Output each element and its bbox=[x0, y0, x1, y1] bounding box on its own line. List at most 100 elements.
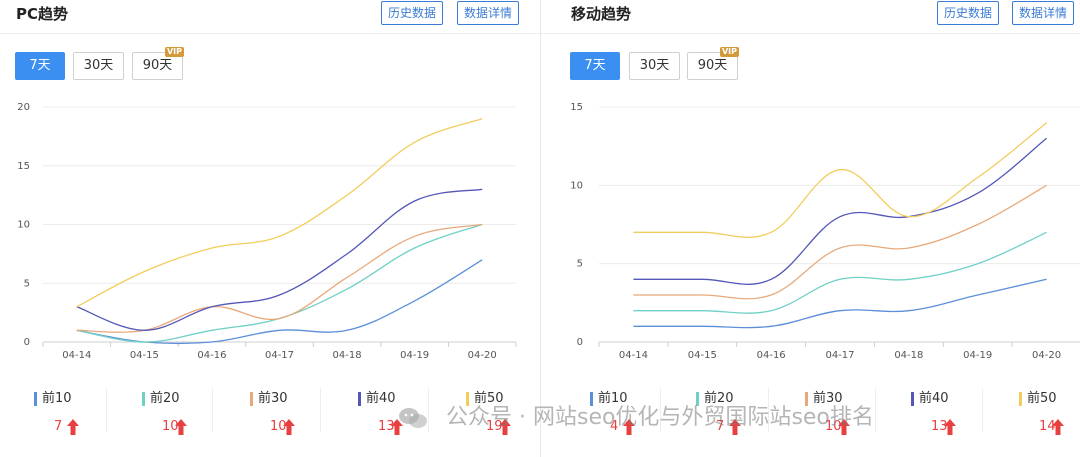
pc-panel-header: PC趋势 历史数据 数据详情 bbox=[0, 0, 540, 34]
mobile-panel-title: 移动趋势 bbox=[571, 5, 632, 23]
pc-legend-label: 前40 bbox=[366, 391, 396, 406]
mobile-range-30d-button[interactable]: 30天 bbox=[629, 52, 680, 80]
pc-x-tick-label: 04-15 bbox=[130, 350, 159, 361]
mobile-legend-swatch bbox=[911, 392, 914, 406]
mobile-legend-item[interactable]: 前20 7 bbox=[696, 390, 786, 440]
mobile-legend-label: 前50 bbox=[1027, 391, 1057, 406]
pc-y-tick-label: 0 bbox=[24, 337, 30, 348]
pc-legend-item[interactable]: 前20 10 bbox=[142, 390, 232, 440]
mobile-legend-value: 14 bbox=[1039, 419, 1056, 434]
mobile-x-tick-label: 04-17 bbox=[825, 350, 854, 361]
pc-legend-item[interactable]: 前50 19 bbox=[466, 390, 556, 440]
pc-history-button[interactable]: 历史数据 bbox=[381, 1, 444, 25]
pc-range-30d-button[interactable]: 30天 bbox=[73, 52, 124, 80]
pc-vip-badge: VIP bbox=[164, 47, 184, 57]
pc-x-tick-label: 04-16 bbox=[197, 350, 226, 361]
mobile-x-tick-label: 04-16 bbox=[757, 350, 786, 361]
mobile-x-tick-label: 04-18 bbox=[894, 350, 923, 361]
pc-legend-item[interactable]: 前30 10 bbox=[250, 390, 340, 440]
watermark-text: 公众号 · 网站seo优化与外贸国际站seo排名 bbox=[446, 405, 874, 430]
pc-detail-button[interactable]: 数据详情 bbox=[457, 1, 520, 25]
mobile-y-tick-label: 15 bbox=[570, 102, 583, 113]
up-arrow-icon bbox=[944, 419, 956, 435]
pc-legend-value: 10 bbox=[162, 419, 179, 434]
mobile-series-line-1 bbox=[633, 278, 1047, 329]
pc-legend-swatch bbox=[142, 392, 145, 406]
pc-legend-swatch bbox=[466, 392, 469, 406]
up-arrow-icon bbox=[283, 419, 295, 435]
mobile-legend-divider bbox=[982, 388, 983, 432]
mobile-legend-divider bbox=[768, 388, 769, 432]
pc-legend-value: 10 bbox=[270, 419, 287, 434]
pc-legend-label: 前20 bbox=[150, 391, 180, 406]
mobile-series-line-5 bbox=[633, 122, 1048, 238]
up-arrow-icon bbox=[67, 419, 79, 435]
up-arrow-icon bbox=[175, 419, 187, 435]
mobile-x-tick-label: 04-20 bbox=[1032, 350, 1061, 361]
pc-legend-divider bbox=[212, 388, 213, 432]
mobile-trend-panel: 移动趋势 历史数据 数据详情 7天 30天 90天 VIP 0 5 10 15 04-1… bbox=[540, 0, 1080, 457]
pc-panel-title: PC趋势 bbox=[16, 5, 69, 23]
pc-legend-label: 前10 bbox=[42, 391, 72, 406]
up-arrow-icon bbox=[1052, 419, 1064, 435]
mobile-y-tick-label: 0 bbox=[577, 337, 583, 348]
mobile-vip-badge: VIP bbox=[719, 47, 739, 57]
pc-range-90d-button[interactable]: 90天 VIP bbox=[132, 47, 184, 80]
mobile-legend-divider bbox=[660, 388, 661, 432]
mobile-legend-item[interactable]: 前30 10 bbox=[805, 390, 895, 440]
pc-legend-divider bbox=[320, 388, 321, 432]
mobile-legend-swatch bbox=[590, 392, 593, 406]
pc-legend-swatch bbox=[250, 392, 253, 406]
up-arrow-icon bbox=[729, 419, 741, 435]
pc-y-tick-label: 15 bbox=[17, 161, 30, 172]
mobile-trend-chart: 0 5 10 15 04-14 04-15 04-16 04-17 04-18 04-19 04-2… bbox=[570, 102, 1080, 361]
pc-range-90d-label: 90天 bbox=[142, 58, 173, 73]
mobile-series-line-4 bbox=[633, 137, 1048, 285]
pc-series-line-3 bbox=[76, 223, 483, 333]
mobile-detail-button[interactable]: 数据详情 bbox=[1012, 1, 1075, 25]
mobile-series-line-2 bbox=[633, 231, 1047, 314]
up-arrow-icon bbox=[838, 419, 850, 435]
pc-y-tick-label: 20 bbox=[17, 102, 30, 113]
pc-legend-value: 13 bbox=[378, 419, 395, 434]
mobile-range-90d-label: 90天 bbox=[697, 58, 728, 73]
mobile-range-7d-button[interactable]: 7天 bbox=[570, 52, 620, 80]
mobile-history-button[interactable]: 历史数据 bbox=[937, 1, 1000, 25]
up-arrow-icon bbox=[391, 419, 403, 435]
pc-x-tick-label: 04-18 bbox=[333, 350, 362, 361]
mobile-legend-value: 10 bbox=[825, 419, 842, 434]
pc-range-7d-button[interactable]: 7天 bbox=[15, 52, 65, 80]
mobile-legend-item[interactable]: 前50 14 bbox=[1019, 390, 1080, 440]
pc-y-tick-label: 5 bbox=[24, 278, 30, 289]
mobile-series-line-3 bbox=[633, 184, 1047, 300]
mobile-legend-label: 前20 bbox=[704, 391, 734, 406]
mobile-legend-swatch bbox=[696, 392, 699, 406]
up-arrow-icon bbox=[623, 419, 635, 435]
pc-x-tick-label: 04-19 bbox=[400, 350, 429, 361]
mobile-legend-item[interactable]: 前10 4 bbox=[590, 390, 680, 440]
mobile-y-tick-label: 10 bbox=[570, 180, 583, 191]
pc-legend-divider bbox=[106, 388, 107, 432]
mobile-legend-item[interactable]: 前40 13 bbox=[911, 390, 1001, 440]
mobile-legend-swatch bbox=[1019, 392, 1022, 406]
mobile-legend-label: 前10 bbox=[598, 391, 628, 406]
pc-legend-item[interactable]: 前40 13 bbox=[358, 390, 448, 440]
mobile-y-tick-label: 5 bbox=[577, 259, 583, 270]
pc-trend-chart: 0 5 10 15 20 04-14 04-15 04-16 04-17 04-18 04-19 04… bbox=[17, 102, 517, 361]
pc-x-tick-label: 04-20 bbox=[468, 350, 497, 361]
mobile-legend-divider bbox=[875, 388, 876, 432]
pc-legend-item[interactable]: 前10 7 bbox=[34, 390, 124, 440]
pc-legend-swatch bbox=[358, 392, 361, 406]
pc-series-line-5 bbox=[76, 118, 483, 308]
pc-legend-divider bbox=[428, 388, 429, 432]
mobile-legend-swatch bbox=[805, 392, 808, 406]
mobile-legend-label: 前30 bbox=[813, 391, 843, 406]
wechat-icon bbox=[399, 408, 427, 428]
mobile-legend-value: 13 bbox=[931, 419, 948, 434]
mobile-x-tick-label: 04-15 bbox=[688, 350, 717, 361]
pc-series-line-4 bbox=[76, 188, 483, 331]
pc-x-tick-label: 04-17 bbox=[265, 350, 294, 361]
mobile-range-90d-button[interactable]: 90天 VIP bbox=[687, 47, 739, 80]
mobile-legend-value: 4 bbox=[610, 419, 619, 434]
pc-legend-value: 7 bbox=[54, 419, 63, 434]
